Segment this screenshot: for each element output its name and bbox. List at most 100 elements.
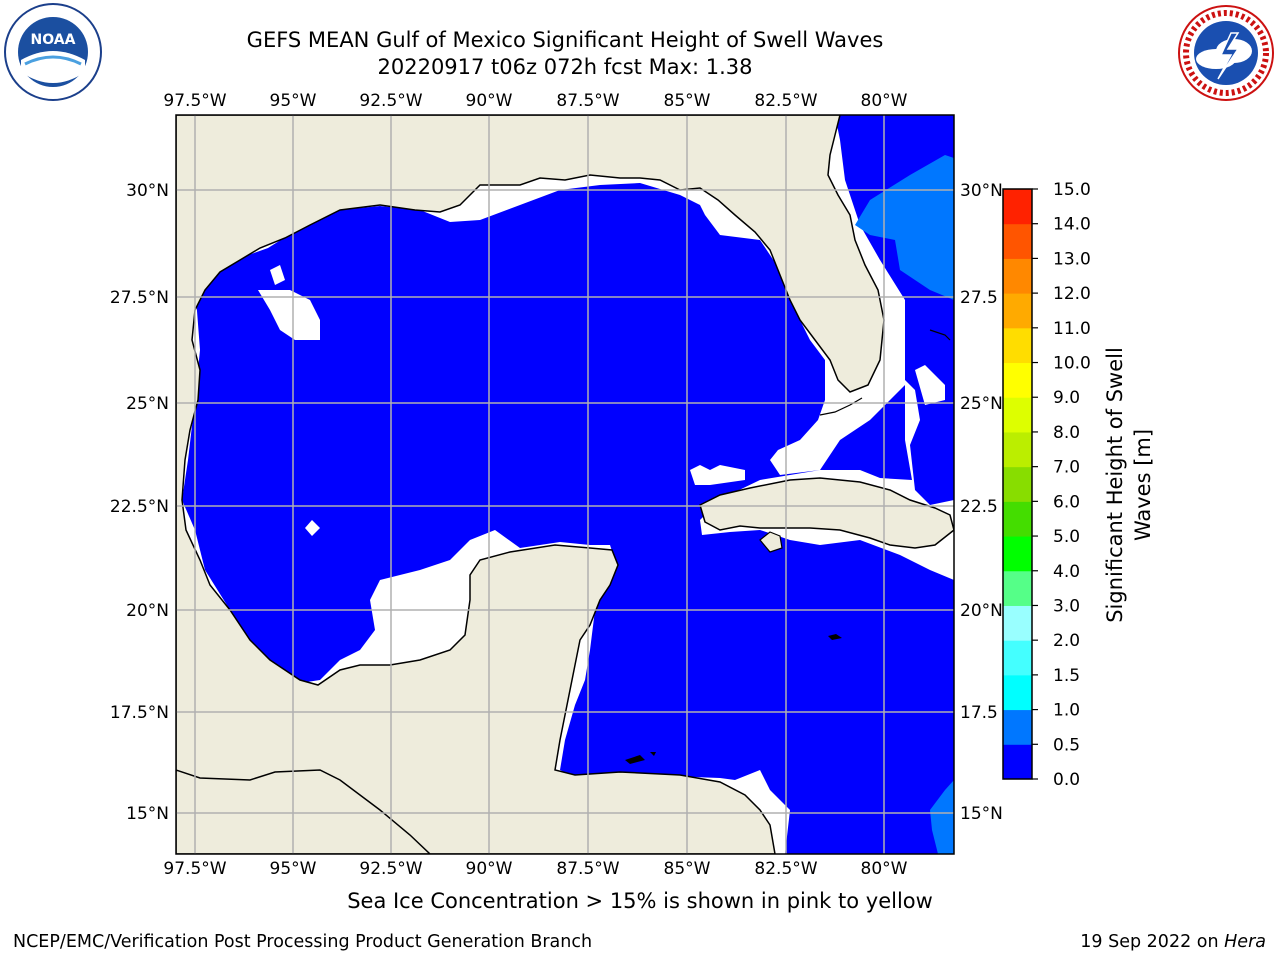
- footer-date: 19 Sep 2022 on Hera: [1080, 932, 1266, 952]
- colorbar-frame: [1002, 188, 1033, 780]
- colorbar-segment: [1003, 327, 1032, 364]
- colorbar-segment: [1003, 397, 1032, 433]
- colorbar-ticks: 15.0 14.0 13.0 12.0 11.0 10.0 9.0 8.0 7.0 6.0 5.0 4…: [1032, 180, 1091, 790]
- longitude-label: 80°W: [861, 859, 908, 879]
- latitude-label: 25°N: [126, 394, 169, 414]
- footer-date-text: 19 Sep 2022 on: [1080, 932, 1225, 952]
- footer-host: Hera: [1224, 932, 1266, 952]
- colorbar-segment: [1003, 640, 1032, 676]
- colorbar-label-line2: Waves [m]: [1131, 429, 1155, 541]
- latitude-label: 30°N: [126, 181, 169, 201]
- colorbar-tick-label: 1.0: [1053, 701, 1080, 721]
- bahamas-land: [929, 329, 951, 341]
- florida-keys: [819, 397, 863, 416]
- colorbar-segment: [1003, 674, 1032, 711]
- noaa-logo-text: NOAA: [31, 32, 76, 48]
- colorbar-tick-label: 10.0: [1053, 354, 1091, 374]
- colorbar-tick-label: 8.0: [1053, 423, 1080, 443]
- colorbar-segment: [1003, 431, 1032, 468]
- colorbar-tick-label: 15.0: [1053, 180, 1091, 200]
- no-data-patch: [305, 520, 320, 536]
- map-subtitle: 20220917 t06z 072h fcst Max: 1.38: [377, 55, 753, 79]
- colorbar-tick-label: 0.0: [1053, 770, 1080, 790]
- nws-logo: [1178, 5, 1274, 101]
- colorbar: [1002, 188, 1033, 780]
- gulf-swell-field: [182, 115, 954, 854]
- cuba-land: [699, 477, 954, 549]
- isle-of-youth-land: [759, 531, 783, 553]
- colorbar-tick-label: 4.0: [1053, 562, 1080, 582]
- colorbar-tick-label: 0.5: [1053, 735, 1080, 755]
- no-data-patch: [915, 365, 945, 405]
- latitude-label: 27.5°N: [110, 288, 169, 308]
- map-area: [176, 115, 954, 854]
- colorbar-segment: [1003, 744, 1032, 780]
- colorbar-segment: [1003, 570, 1032, 606]
- latitude-label: 17.5: [960, 703, 998, 723]
- colorbar-tick-label: 5.0: [1053, 527, 1080, 547]
- longitude-label: 97.5°W: [163, 859, 226, 879]
- north-america-land: [176, 115, 885, 854]
- longitude-label: 92.5°W: [359, 859, 422, 879]
- longitude-labels-top: 97.5°W 95°W 92.5°W 90°W 87.5°W 85°W 82.5°W 80°W: [163, 91, 907, 111]
- jamaica-land: [828, 634, 842, 640]
- noaa-logo: NOAA: [4, 3, 102, 101]
- longitude-label: 82.5°W: [754, 91, 817, 111]
- latitude-label: 27.5: [960, 288, 998, 308]
- colorbar-tick-label: 14.0: [1053, 215, 1091, 235]
- latitude-label: 15°N: [126, 804, 169, 824]
- latitude-label: 30°N: [960, 181, 1003, 201]
- latitude-label: 22.5°N: [110, 497, 169, 517]
- colorbar-tick-label: 9.0: [1053, 388, 1080, 408]
- colorbar-tick-label: 6.0: [1053, 492, 1080, 512]
- longitude-label: 82.5°W: [754, 859, 817, 879]
- latitude-label: 25°N: [960, 394, 1003, 414]
- longitude-label: 87.5°W: [556, 859, 619, 879]
- no-data-patch: [270, 265, 285, 285]
- latitude-label: 20°N: [960, 601, 1003, 621]
- colorbar-segment: [1003, 501, 1032, 537]
- longitude-label: 90°W: [466, 859, 513, 879]
- longitude-label: 92.5°W: [359, 91, 422, 111]
- colorbar-segment: [1003, 189, 1032, 225]
- colorbar-segment: [1003, 536, 1032, 572]
- colorbar-tick-label: 12.0: [1053, 284, 1091, 304]
- island-land: [625, 752, 656, 764]
- map-title: GEFS MEAN Gulf of Mexico Significant Hei…: [246, 28, 884, 52]
- no-data-patch: [258, 290, 320, 340]
- map-frame: [175, 114, 955, 855]
- colorbar-tick-label: 13.0: [1053, 249, 1091, 269]
- colorbar-label-line1: Significant Height of Swell: [1103, 347, 1127, 623]
- colorbar-segment: [1003, 223, 1032, 259]
- no-data-patch: [690, 465, 745, 485]
- colorbar-tick-label: 2.0: [1053, 631, 1080, 651]
- colorbar-segment: [1003, 466, 1032, 502]
- latitude-label: 15°N: [960, 804, 1003, 824]
- longitude-label: 87.5°W: [556, 91, 619, 111]
- longitude-label: 80°W: [861, 91, 908, 111]
- sea-ice-note: Sea Ice Concentration > 15% is shown in …: [347, 889, 933, 913]
- latitude-labels-left: 30°N 27.5°N 25°N 22.5°N 20°N 17.5°N 15°N: [110, 181, 169, 824]
- longitude-label: 85°W: [664, 859, 711, 879]
- latitude-label: 20°N: [126, 601, 169, 621]
- longitude-label: 90°W: [466, 91, 513, 111]
- longitude-label: 85°W: [664, 91, 711, 111]
- colorbar-tick-label: 1.5: [1053, 666, 1080, 686]
- colorbar-tick-label: 3.0: [1053, 596, 1080, 616]
- longitude-label: 95°W: [270, 91, 317, 111]
- swell-patch-0.5: [855, 155, 954, 300]
- footer-credit: NCEP/EMC/Verification Post Processing Pr…: [13, 932, 593, 952]
- longitude-labels-bottom: 97.5°W 95°W 92.5°W 90°W 87.5°W 85°W 82.5°W 80°W: [163, 859, 907, 879]
- latitude-label: 22.5: [960, 497, 998, 517]
- swell-patch-0.5: [930, 780, 954, 854]
- graticule: [176, 115, 954, 854]
- latitude-label: 17.5°N: [110, 703, 169, 723]
- latitude-labels-right: 30°N 27.5 25°N 22.5 20°N 17.5 15°N: [960, 181, 1003, 824]
- longitude-label: 97.5°W: [163, 91, 226, 111]
- colorbar-tick-label: 11.0: [1053, 319, 1091, 339]
- longitude-label: 95°W: [270, 859, 317, 879]
- colorbar-segment: [1003, 362, 1032, 398]
- colorbar-segment: [1003, 258, 1032, 294]
- colorbar-segment: [1003, 709, 1032, 745]
